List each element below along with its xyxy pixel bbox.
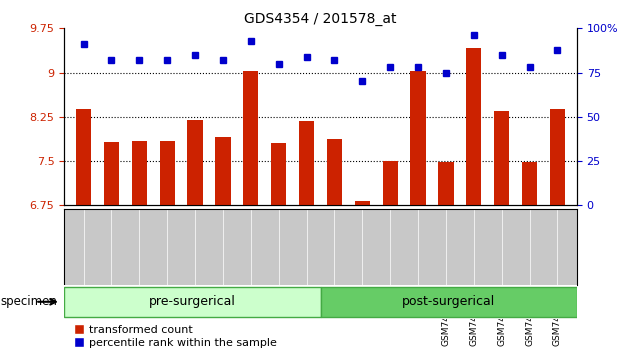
Bar	[160, 141, 175, 205]
Text: pre-surgerical: pre-surgerical	[149, 295, 236, 308]
Bar	[131, 141, 147, 205]
Bar	[466, 48, 481, 205]
Bar	[550, 109, 565, 205]
Bar	[354, 201, 370, 205]
Bar	[383, 161, 398, 205]
Bar	[271, 143, 287, 205]
Bar	[299, 121, 314, 205]
Bar	[327, 139, 342, 205]
Text: specimen: specimen	[0, 295, 57, 308]
Bar	[438, 162, 454, 205]
Title: GDS4354 / 201578_at: GDS4354 / 201578_at	[244, 12, 397, 26]
Bar	[410, 72, 426, 205]
Bar	[243, 72, 258, 205]
Bar	[187, 120, 203, 205]
Text: post-surgerical: post-surgerical	[402, 295, 495, 308]
Bar	[320, 287, 577, 317]
Bar	[76, 109, 91, 205]
Bar	[215, 137, 231, 205]
Bar	[64, 287, 321, 317]
Bar	[104, 142, 119, 205]
Legend: transformed count, percentile rank within the sample: transformed count, percentile rank withi…	[70, 320, 281, 353]
Bar	[494, 111, 510, 205]
Bar	[522, 162, 537, 205]
